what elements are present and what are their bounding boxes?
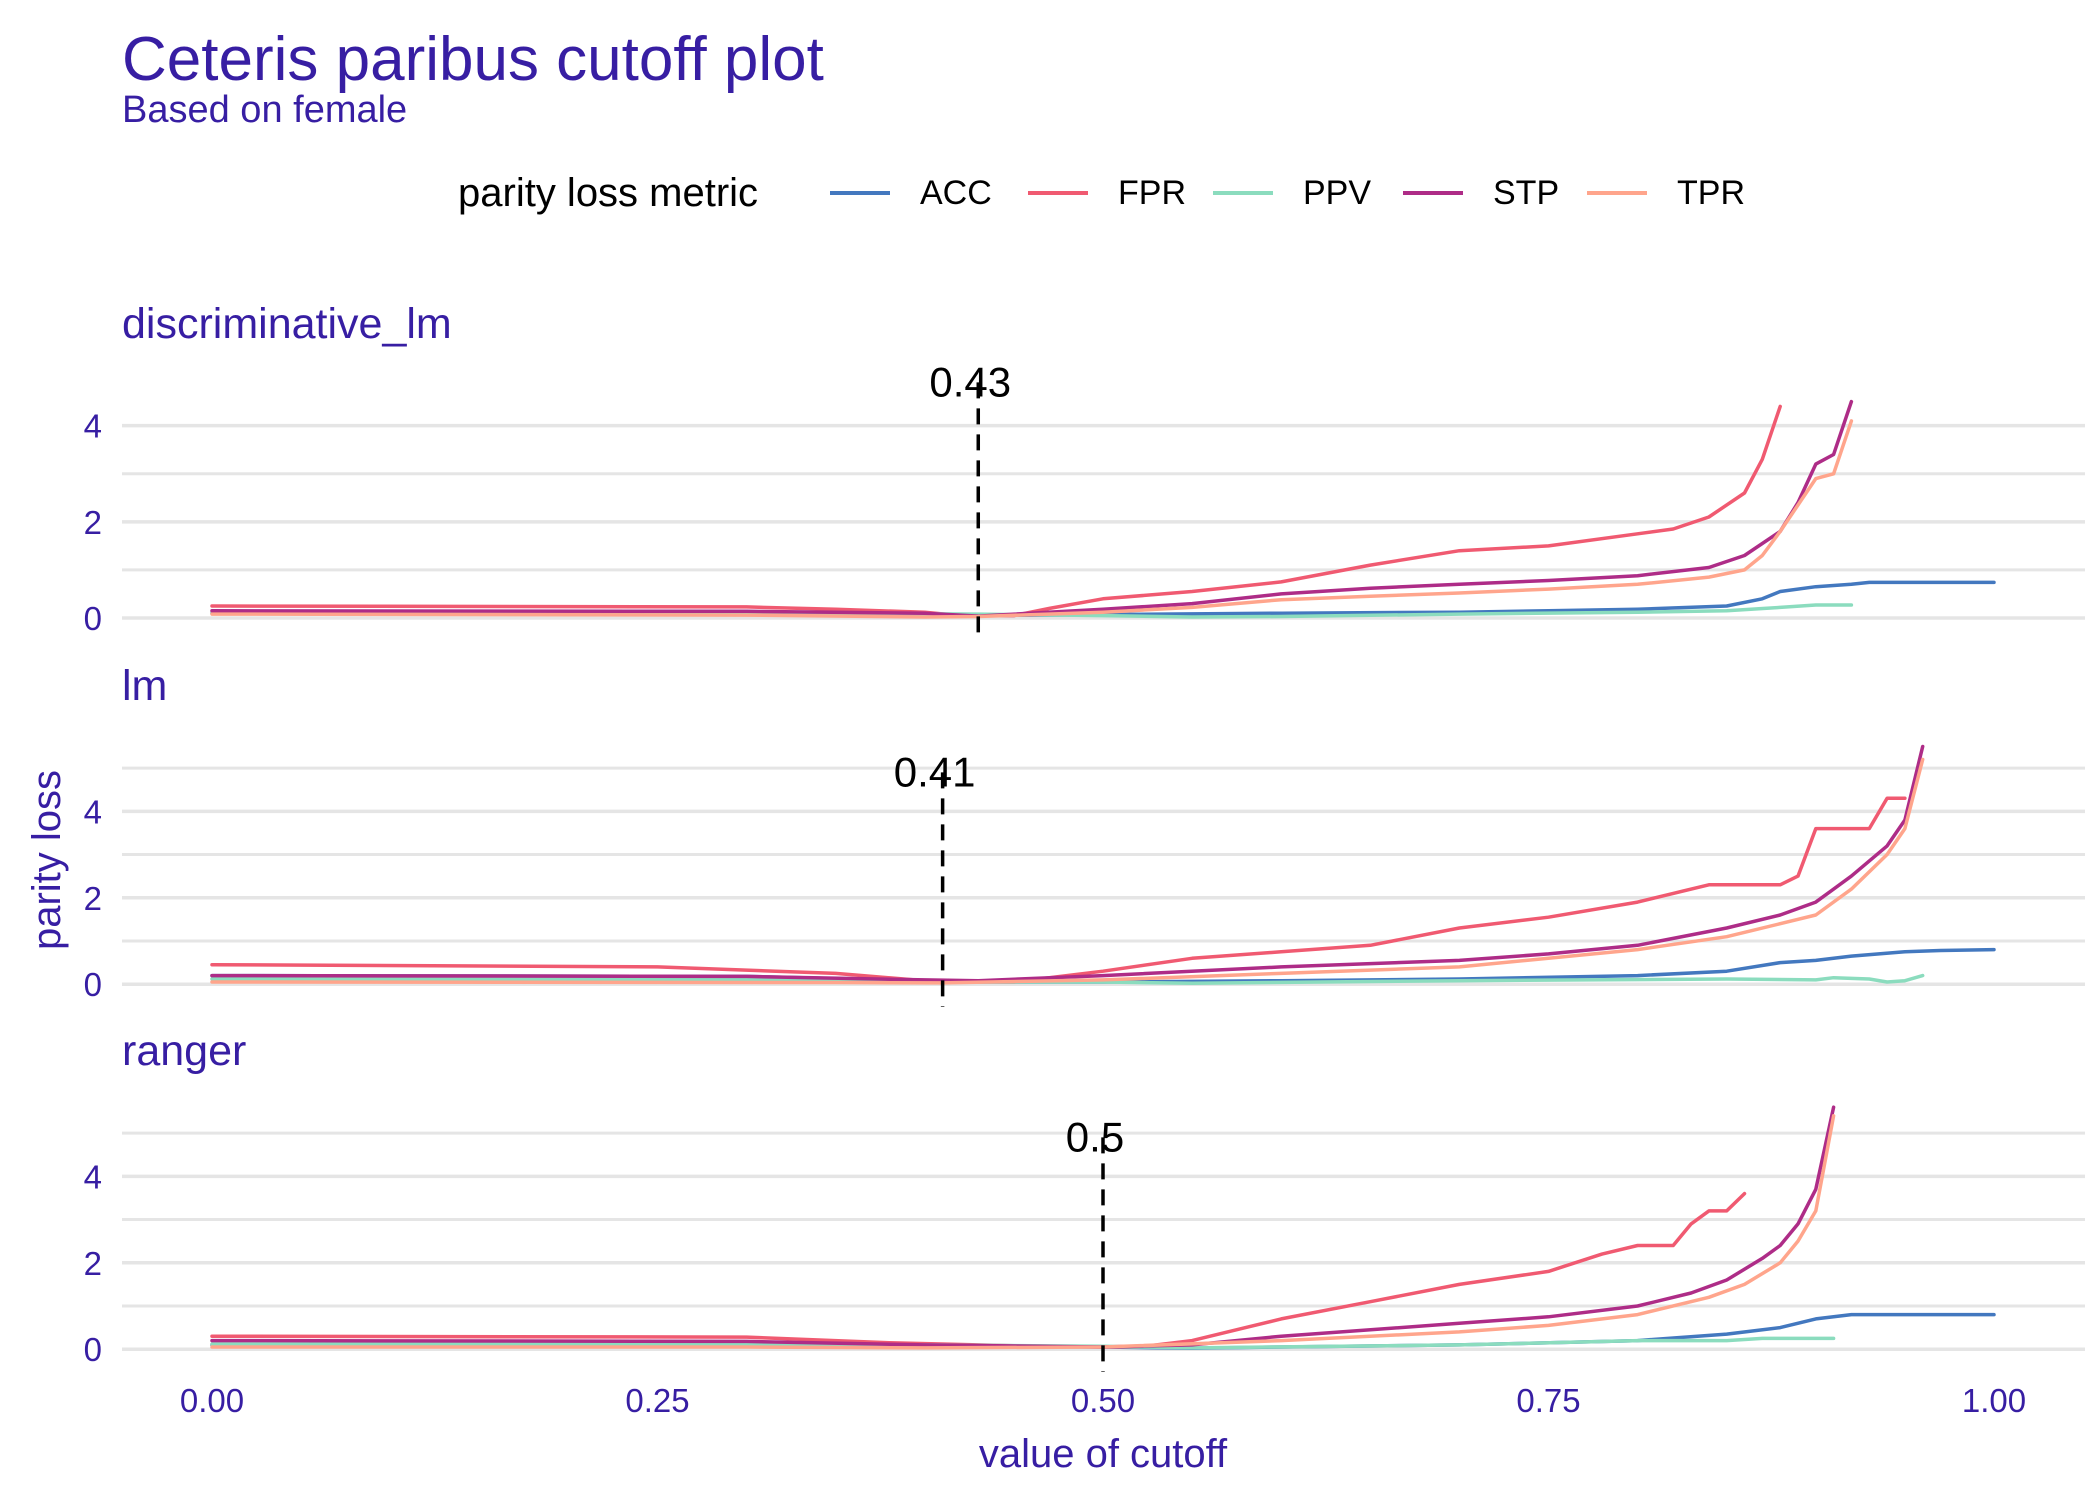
series-line-ranger-fpr (210, 1191, 1747, 1349)
x-tick-label-1: 0.25 (625, 1382, 689, 1419)
panel-title-lm: lm (122, 662, 167, 710)
y-tick-label-4: 4 (84, 408, 102, 445)
legend: parity loss metric ACC FPR PPV STP TPR (458, 171, 1745, 215)
legend-label-acc: ACC (920, 174, 992, 212)
y-tick-label-4: 4 (84, 793, 102, 830)
x-axis-title: value of cutoff (979, 1432, 1228, 1476)
series-line-lm-tpr (210, 757, 1925, 985)
x-tick-label-3: 0.75 (1516, 1382, 1580, 1419)
chart-title: Ceteris paribus cutoff plot (122, 25, 824, 94)
y-tick-label-2: 2 (84, 880, 102, 917)
legend-label-fpr: FPR (1118, 174, 1186, 212)
panel-discriminative-lm: discriminative_lm 0 2 4 0.43 (84, 300, 2085, 642)
legend-item-tpr: TPR (1587, 174, 1745, 212)
x-axis: 0.00 0.25 0.50 0.75 1.00 (180, 1382, 2026, 1419)
cutoff-label-ranger: 0.5 (1066, 1113, 1124, 1160)
legend-item-fpr: FPR (1028, 174, 1186, 212)
panel-lm: lm 0 2 4 0.41 (84, 662, 2085, 1007)
y-tick-label-2: 2 (84, 504, 102, 541)
x-tick-label-4: 1.00 (1962, 1382, 2026, 1419)
legend-label-tpr: TPR (1677, 174, 1745, 212)
y-axis-title: parity loss (25, 770, 69, 950)
legend-label-stp: STP (1493, 174, 1559, 212)
series-line-discriminative-lm-tpr (210, 419, 1854, 619)
series-line-lm-fpr (210, 796, 1907, 984)
panel-title-discriminative-lm: discriminative_lm (122, 300, 452, 348)
series-line-discriminative-lm-fpr (210, 404, 1782, 618)
legend-item-ppv: PPV (1213, 174, 1371, 212)
y-tick-label-0: 0 (84, 600, 102, 637)
panel-ranger: ranger 0 2 4 0.5 (84, 1027, 2085, 1372)
y-tick-label-4: 4 (84, 1158, 102, 1195)
series-line-discriminative-lm-stp (210, 399, 1854, 618)
legend-item-acc: ACC (830, 174, 992, 212)
cutoff-label-discriminative-lm: 0.43 (929, 358, 1011, 405)
series-line-ranger-stp (210, 1105, 1836, 1349)
x-tick-label-0: 0.00 (180, 1382, 244, 1419)
y-tick-label-0: 0 (84, 966, 102, 1003)
legend-label-ppv: PPV (1303, 174, 1371, 212)
x-tick-label-2: 0.50 (1071, 1382, 1135, 1419)
legend-title: parity loss metric (458, 171, 758, 215)
cutoff-label-lm: 0.41 (894, 748, 976, 795)
series-line-lm-stp (210, 744, 1925, 983)
y-tick-label-2: 2 (84, 1245, 102, 1282)
panel-title-ranger: ranger (122, 1027, 246, 1075)
chart-subtitle: Based on female (122, 89, 407, 131)
y-tick-label-0: 0 (84, 1331, 102, 1368)
legend-item-stp: STP (1403, 174, 1559, 212)
panels: discriminative_lm 0 2 4 0.43 lm 0 2 4 0.41 ranger 0… (84, 300, 2085, 1372)
series-line-ranger-tpr (210, 1114, 1836, 1350)
